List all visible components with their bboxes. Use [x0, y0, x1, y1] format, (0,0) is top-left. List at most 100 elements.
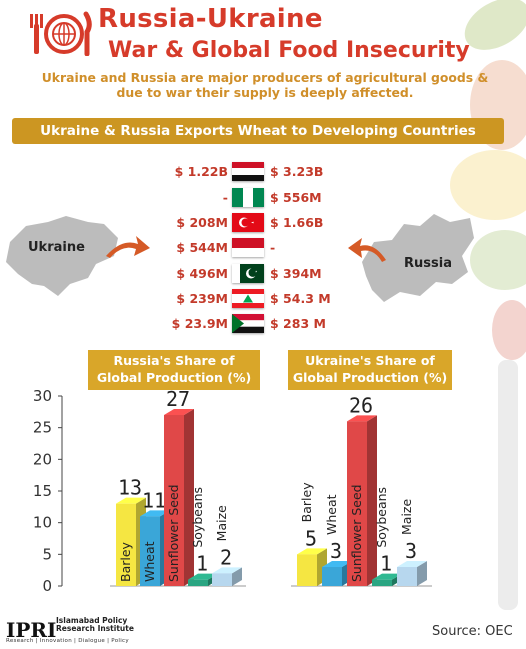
russia-chart-title: Russia's Share of Global Production (%): [88, 350, 260, 390]
russia-arrow-icon: [346, 234, 388, 264]
exports-banner: Ukraine & Russia Exports Wheat to Develo…: [12, 118, 504, 144]
org-name-line1: Islamabad Policy: [56, 616, 128, 625]
bar-top: [347, 415, 377, 422]
data-label: 1: [196, 552, 208, 576]
org-tagline: Research | Innovation | Dialogue | Polic…: [6, 638, 129, 644]
bar: [116, 503, 136, 586]
decorative-pink-shape: [492, 300, 526, 360]
y-tick-label: 25: [33, 419, 52, 437]
ukraine-map-icon: [4, 212, 122, 300]
ukraine-chart-title: Ukraine's Share of Global Production (%): [288, 350, 452, 390]
category-label: Soybeans: [190, 487, 205, 548]
data-label: 3: [405, 539, 417, 563]
ukraine-arrow-icon: [104, 234, 150, 260]
decorative-green-shape: [470, 230, 526, 290]
y-tick-label: 20: [33, 450, 52, 468]
category-label: Barley: [299, 482, 314, 523]
russia-chart-title-line1: Russia's Share of: [113, 353, 235, 368]
bar: [140, 516, 160, 586]
sudan-flag-icon: [232, 314, 264, 333]
russia-export-value: $ 394M: [270, 266, 322, 281]
bar-side: [232, 567, 242, 586]
russia-export-value: $ 3.23B: [270, 164, 324, 179]
bar-top: [212, 567, 242, 574]
data-label: 3: [330, 539, 342, 563]
bar-side: [184, 409, 194, 586]
ukraine-label: Ukraine: [28, 240, 85, 255]
ukraine-export-value: -: [222, 190, 228, 205]
russia-export-value: $ 556M: [270, 190, 322, 205]
page-title-line2: War & Global Food Insecurity: [108, 38, 470, 63]
category-label: Maize: [399, 499, 414, 535]
decorative-cream-shape: [450, 150, 526, 220]
category-label: Barley: [118, 541, 133, 582]
bar-top: [164, 409, 194, 415]
data-label: 11: [142, 488, 166, 512]
ukraine-export-value: $ 544M: [176, 240, 228, 255]
category-label: Wheat: [324, 494, 339, 535]
ukraine-export-value: $ 496M: [176, 266, 228, 281]
russia-export-value: $ 54.3 M: [270, 291, 331, 306]
bar: [347, 421, 367, 586]
ukraine-chart-title-line1: Ukraine's Share of: [305, 353, 435, 368]
egypt-flag-icon: [232, 162, 264, 181]
ukraine-export-value: $ 23.9M: [171, 316, 228, 331]
bar-side: [367, 415, 377, 586]
bar: [372, 579, 392, 586]
russia-label: Russia: [404, 256, 452, 271]
y-tick-label: 0: [42, 577, 52, 595]
bar: [212, 573, 232, 586]
bar-top: [322, 561, 352, 567]
lebanon-flag-icon: [232, 289, 264, 308]
y-tick-label: 30: [33, 387, 52, 405]
data-label: 5: [305, 526, 317, 550]
data-label: 13: [118, 476, 142, 500]
pakistan-flag-icon: [232, 264, 264, 283]
data-label: 26: [349, 393, 373, 417]
data-label: 27: [166, 387, 190, 411]
org-name-line2: Research Institute: [56, 624, 134, 633]
bar: [188, 579, 208, 586]
turkey-flag-icon: [232, 213, 264, 232]
bar-top: [188, 573, 218, 580]
nigeria-flag-icon: [232, 188, 264, 207]
category-label: Sunflower Seed: [349, 484, 364, 582]
bar-top: [140, 510, 170, 517]
category-label: Maize: [214, 505, 229, 541]
bar: [164, 415, 184, 586]
category-label: Wheat: [142, 541, 157, 582]
y-tick-label: 10: [33, 514, 52, 532]
decorative-fork-shape: [498, 360, 518, 610]
ukraine-export-value: $ 1.22B: [174, 164, 228, 179]
bar-top: [297, 548, 327, 555]
ukraine-chart-title-line2: Global Production (%): [292, 370, 448, 385]
source-note: Source: OEC: [432, 624, 513, 639]
category-label: Sunflower Seed: [166, 484, 181, 582]
page-subtitle: Ukraine and Russia are major producers o…: [41, 70, 489, 100]
y-tick-label: 5: [42, 545, 52, 563]
data-label: 2: [220, 545, 232, 569]
bar: [322, 567, 342, 586]
ipri-logo: IPRI: [6, 618, 57, 642]
bar: [397, 567, 417, 586]
bar-top: [116, 497, 146, 504]
ukraine-export-value: $ 208M: [176, 215, 228, 230]
logo-icon: [26, 10, 94, 57]
russia-export-value: $ 1.66B: [270, 215, 324, 230]
y-tick-label: 15: [33, 482, 52, 500]
russia-chart-title-line2: Global Production (%): [96, 370, 252, 385]
ukraine-export-value: $ 239M: [176, 291, 228, 306]
bar-top: [397, 561, 427, 567]
data-label: 1: [380, 552, 392, 576]
bar-top: [372, 573, 402, 580]
russia-export-value: $ 283 M: [270, 316, 326, 331]
bar-side: [417, 561, 427, 586]
bar: [297, 554, 317, 586]
russia-export-value: -: [270, 240, 276, 255]
russia-map-icon: [358, 212, 476, 306]
indonesia-flag-icon: [232, 238, 264, 257]
org-name: Islamabad Policy Research Institute: [56, 617, 134, 633]
page-title: Russia-Ukraine: [98, 4, 323, 34]
category-label: Soybeans: [374, 487, 389, 548]
